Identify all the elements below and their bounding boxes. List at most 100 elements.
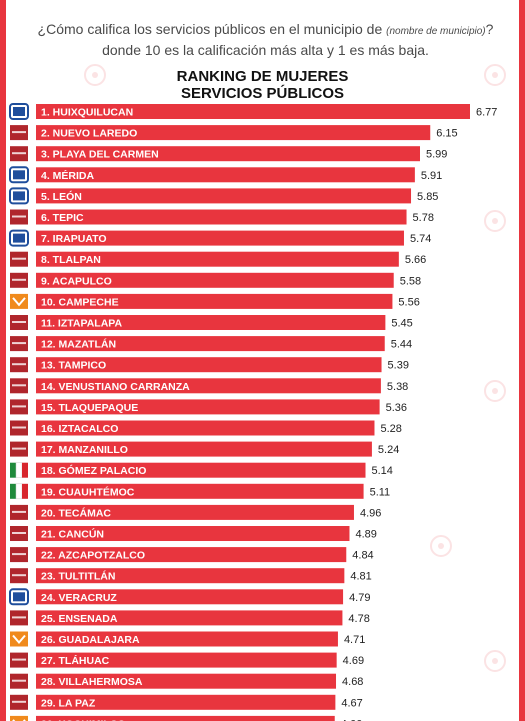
bar <box>36 146 420 162</box>
bar-label: 5. LEÓN <box>41 190 82 203</box>
value-label: 4.66 <box>341 718 362 721</box>
value-label: 5.44 <box>391 339 412 351</box>
bar <box>36 230 404 246</box>
bar-label: 28. VILLAHERMOSA <box>41 676 143 688</box>
watermark-icon <box>484 64 506 86</box>
value-label: 5.78 <box>413 212 434 224</box>
bar <box>36 104 470 119</box>
morena-logo-icon <box>12 152 26 155</box>
bar-label: 17. MANZANILLO <box>41 444 128 456</box>
mc-logo-icon <box>12 297 26 307</box>
value-label: 5.14 <box>372 465 393 477</box>
morena-logo-icon <box>12 131 26 134</box>
bar <box>36 420 375 436</box>
bar <box>36 547 347 563</box>
watermark-icon <box>430 535 452 557</box>
bar-label: 18. GÓMEZ PALACIO <box>41 464 146 477</box>
pan-logo-icon <box>13 107 25 116</box>
bar-label: 12. MAZATLÁN <box>41 338 116 351</box>
bar <box>36 715 335 721</box>
bar-label: 21. CANCÚN <box>41 528 104 541</box>
pri-logo-icon <box>10 483 16 499</box>
morena-logo-icon <box>12 363 26 366</box>
value-label: 4.67 <box>341 697 362 709</box>
pan-logo-icon <box>13 233 25 243</box>
mc-logo-icon <box>10 293 28 309</box>
bar <box>36 673 337 689</box>
bar-label: 22. AZCAPOTZALCO <box>41 550 145 562</box>
value-label: 5.91 <box>421 170 442 182</box>
pri-logo-icon <box>22 462 28 478</box>
bar-label: 3. PLAYA DEL CARMEN <box>41 149 159 161</box>
bar-label: 29. LA PAZ <box>41 697 96 709</box>
bar <box>36 610 343 626</box>
morena-logo-icon <box>12 574 26 577</box>
bar <box>36 188 412 204</box>
morena-logo-icon <box>12 215 26 218</box>
morena-logo-icon <box>12 700 26 703</box>
morena-logo-icon <box>12 342 26 345</box>
mc-logo-icon <box>10 715 28 721</box>
pri-logo-icon <box>22 483 28 499</box>
bar <box>36 125 431 141</box>
value-label: 5.99 <box>426 149 447 161</box>
bar <box>36 504 354 520</box>
bar-label: 13. TAMPICO <box>41 360 106 372</box>
value-label: 5.28 <box>380 423 401 435</box>
bar <box>36 209 407 225</box>
value-label: 5.39 <box>388 360 409 372</box>
value-label: 4.69 <box>343 655 364 667</box>
chart-title-line1: RANKING DE MUJERES <box>176 68 349 85</box>
bar <box>36 272 394 288</box>
value-label: 5.58 <box>400 275 421 287</box>
bar-label: 11. IZTAPALAPA <box>41 318 123 330</box>
value-label: 6.15 <box>436 128 457 140</box>
bar-label: 16. IZTACALCO <box>41 423 118 435</box>
bar <box>36 293 393 309</box>
bar <box>36 441 372 457</box>
watermark-icon <box>84 64 106 86</box>
morena-logo-icon <box>12 679 26 682</box>
bar-label: 26. GUADALAJARA <box>41 634 140 646</box>
value-label: 4.78 <box>348 613 369 625</box>
question-placeholder: (nombre de municipio) <box>386 26 486 37</box>
bar-label: 24. VERACRUZ <box>41 592 117 604</box>
bar <box>36 336 385 352</box>
bar-label: 2. NUEVO LAREDO <box>41 128 137 140</box>
value-label: 4.81 <box>350 571 371 583</box>
watermark-icon <box>484 650 506 672</box>
value-label: 5.38 <box>387 381 408 393</box>
value-label: 4.84 <box>352 550 373 562</box>
morena-logo-icon <box>12 257 26 260</box>
question-text-end: ? donde 10 es la calificación más alta y… <box>102 21 494 58</box>
bar <box>36 631 338 647</box>
bar-label: 9. ACAPULCO <box>41 275 112 287</box>
morena-logo-icon <box>12 447 26 450</box>
bar <box>36 652 337 668</box>
question-text-start: ¿Cómo califica los servicios públicos en… <box>37 21 387 37</box>
bar-label: 25. ENSENADA <box>41 613 118 625</box>
morena-logo-icon <box>12 278 26 281</box>
value-label: 5.36 <box>386 402 407 414</box>
bar-label: 6. TEPIC <box>41 212 84 224</box>
value-label: 6.77 <box>476 107 497 119</box>
chart-title: RANKING DE MUJERES SERVICIOS PÚBLICOS <box>0 68 525 102</box>
value-label: 5.11 <box>370 486 391 498</box>
bar-label: 20. TECÁMAC <box>41 506 111 519</box>
pri-logo-icon <box>15 462 23 478</box>
bar <box>36 462 366 478</box>
bar-label: 19. CUAUHTÉMOC <box>41 485 135 498</box>
bar <box>36 378 381 394</box>
value-label: 5.45 <box>391 318 412 330</box>
morena-logo-icon <box>12 658 26 661</box>
bar-label: 23. TULTITLÁN <box>41 570 115 583</box>
morena-logo-icon <box>12 616 26 619</box>
value-label: 5.74 <box>410 233 431 245</box>
value-label: 4.96 <box>360 507 381 519</box>
morena-logo-icon <box>12 510 26 513</box>
value-label: 5.24 <box>378 444 399 456</box>
morena-logo-icon <box>12 321 26 323</box>
bar <box>36 568 345 584</box>
